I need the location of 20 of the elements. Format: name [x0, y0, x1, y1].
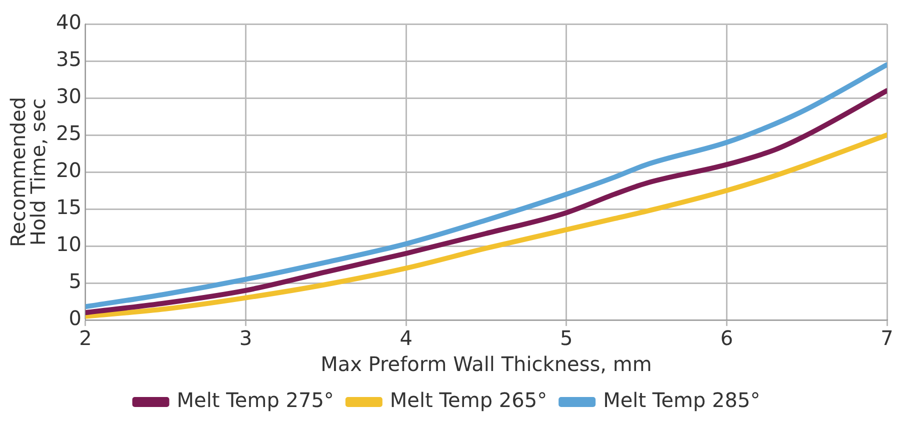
- x-tick-label: 6: [720, 326, 734, 350]
- y-tick-label: 10: [56, 232, 82, 256]
- legend-label: Melt Temp 265°: [390, 388, 548, 412]
- y-tick-label: 35: [56, 47, 82, 72]
- y-tick-label: 15: [56, 195, 82, 220]
- y-tick-label: 40: [56, 10, 82, 34]
- x-tick-label: 2: [79, 326, 92, 350]
- legend-label: Melt Temp 275°: [176, 388, 334, 412]
- x-tick-label: 3: [239, 326, 252, 350]
- x-tick-label: 4: [400, 326, 412, 350]
- y-tick-label: 0: [68, 306, 82, 330]
- x-tick-label: 7: [880, 326, 894, 350]
- x-tick-label: 5: [560, 326, 573, 350]
- y-tick-label: 30: [56, 84, 82, 108]
- legend-label: Melt Temp 285°: [603, 388, 760, 412]
- y-axis-title: Recommended Hold Time, sec: [6, 96, 50, 248]
- y-tick-label: 5: [68, 269, 82, 294]
- x-axis-title: Max Preform Wall Thickness, mm: [320, 352, 652, 376]
- y-tick-label: 25: [56, 121, 82, 146]
- y-tick-label: 20: [56, 158, 82, 182]
